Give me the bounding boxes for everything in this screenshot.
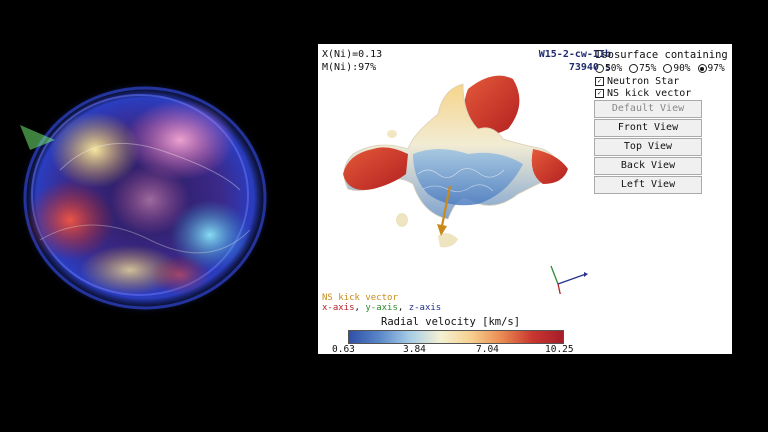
- default-view-button[interactable]: Default View: [594, 100, 702, 118]
- back-view-button[interactable]: Back View: [594, 157, 702, 175]
- legend-z-axis: z-axis: [408, 303, 442, 313]
- isosurface-option-75[interactable]: 75%: [629, 63, 656, 74]
- checkbox-checked-icon: ✓: [595, 77, 604, 86]
- radio-icon: [663, 64, 673, 73]
- isosurface-3d-view[interactable]: [318, 44, 598, 294]
- top-view-button[interactable]: Top View: [594, 138, 702, 156]
- isosurface-option-50[interactable]: 50%: [595, 63, 622, 74]
- ns-kick-vector: [437, 185, 452, 236]
- axes-triad: [550, 265, 588, 294]
- neutron-star-toggle[interactable]: ✓ Neutron Star: [595, 76, 679, 87]
- colorbar-tick-min: 0.63: [332, 344, 355, 354]
- legend-x-axis: x-axis: [322, 303, 355, 313]
- supernova-remnant-image: [17, 80, 273, 316]
- legend-axes: x-axis, y-axis, z-axis: [322, 303, 442, 313]
- checkbox-checked-icon: ✓: [595, 89, 604, 98]
- nickel-mass-label: M(Ni):97%: [322, 62, 377, 73]
- model-name: W15-2-cw-IIb: [538, 49, 611, 60]
- legend-kick-vector: NS kick vector: [322, 293, 398, 303]
- colorbar-tick-max: 10.25: [545, 344, 574, 354]
- isosurface-radio-group: 50% 75% 90% 97%: [595, 63, 725, 74]
- isosurface-option-97[interactable]: 97%: [697, 63, 725, 74]
- ejecta-isosurface: [343, 75, 568, 248]
- kick-vector-toggle[interactable]: ✓ NS kick vector: [595, 88, 691, 99]
- front-view-button[interactable]: Front View: [594, 119, 702, 137]
- left-view-button[interactable]: Left View: [594, 176, 702, 194]
- nickel-fraction-label: X(Ni)=0.13: [322, 49, 383, 60]
- radio-icon: [629, 64, 639, 73]
- colorbar-title: Radial velocity [km/s]: [381, 316, 521, 328]
- isosurface-option-90[interactable]: 90%: [663, 63, 691, 74]
- radio-icon: [595, 64, 604, 73]
- radial-velocity-colorbar: [348, 330, 564, 344]
- colorbar-tick: 7.04: [476, 344, 499, 354]
- visualization-panel: X(Ni)=0.13 M(Ni):97% W15-2-cw-IIb 73940 …: [318, 44, 732, 354]
- colorbar-tick: 3.84: [403, 344, 426, 354]
- radio-selected-icon: [697, 64, 707, 73]
- legend-y-axis: y-axis: [365, 303, 398, 313]
- isosurface-title: Isosurface containing: [595, 49, 728, 61]
- time-label: 73940 s: [568, 62, 611, 73]
